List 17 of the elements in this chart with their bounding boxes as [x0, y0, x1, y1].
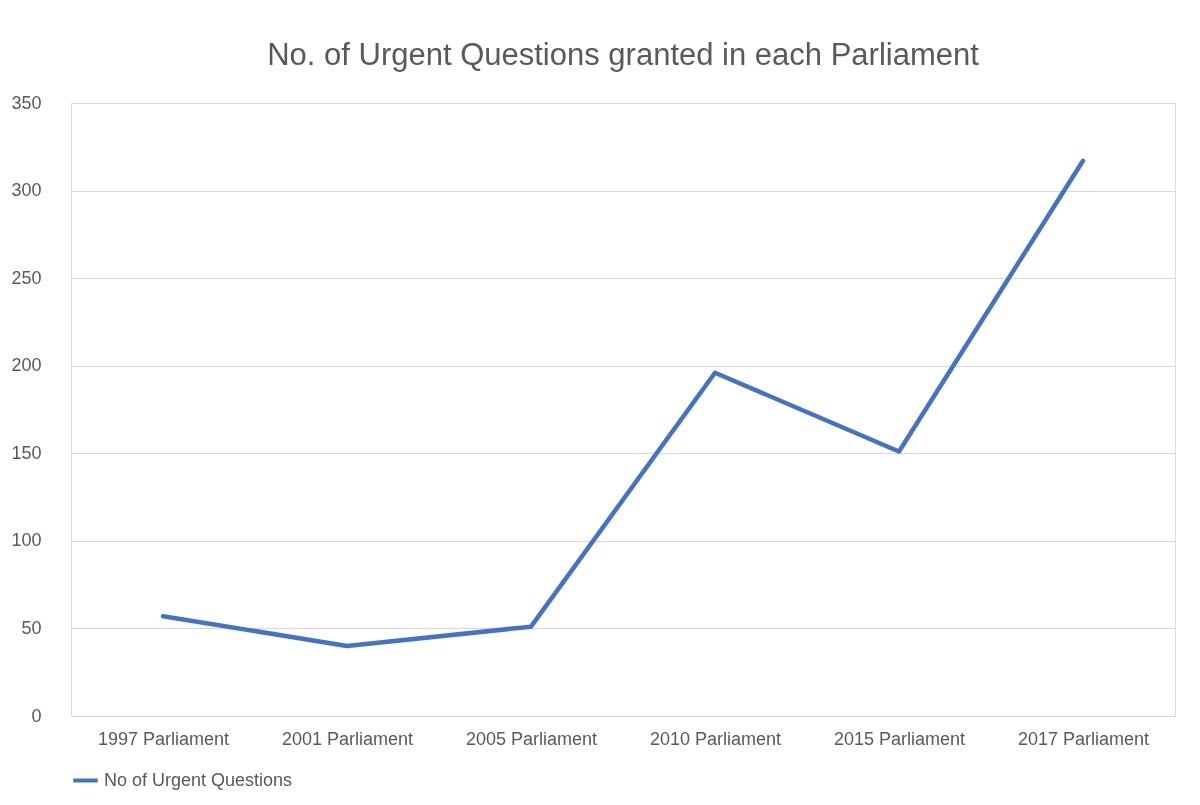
- x-tick-label: 2017 Parliament: [1017, 728, 1150, 749]
- x-tick-label: 2015 Parliament: [833, 728, 966, 749]
- y-tick-label: 200: [11, 355, 42, 376]
- y-tick-label: 50: [21, 617, 42, 638]
- x-tick-label: 1997 Parliament: [97, 728, 230, 749]
- chart-title: No. of Urgent Questions granted in each Parliament: [267, 37, 980, 72]
- y-tick-label: 150: [11, 442, 42, 463]
- legend-label: No of Urgent Questions: [104, 769, 293, 790]
- x-tick-label: 2010 Parliament: [649, 728, 782, 749]
- y-tick-label: 100: [11, 530, 42, 551]
- y-tick-label: 300: [11, 180, 42, 201]
- x-tick-label: 2001 Parliament: [281, 728, 414, 749]
- x-tick-label: 2005 Parliament: [465, 728, 598, 749]
- y-tick-label: 350: [11, 92, 42, 113]
- y-tick-label: 0: [31, 705, 42, 726]
- y-tick-label: 250: [11, 267, 42, 288]
- line-series: [160, 158, 1086, 649]
